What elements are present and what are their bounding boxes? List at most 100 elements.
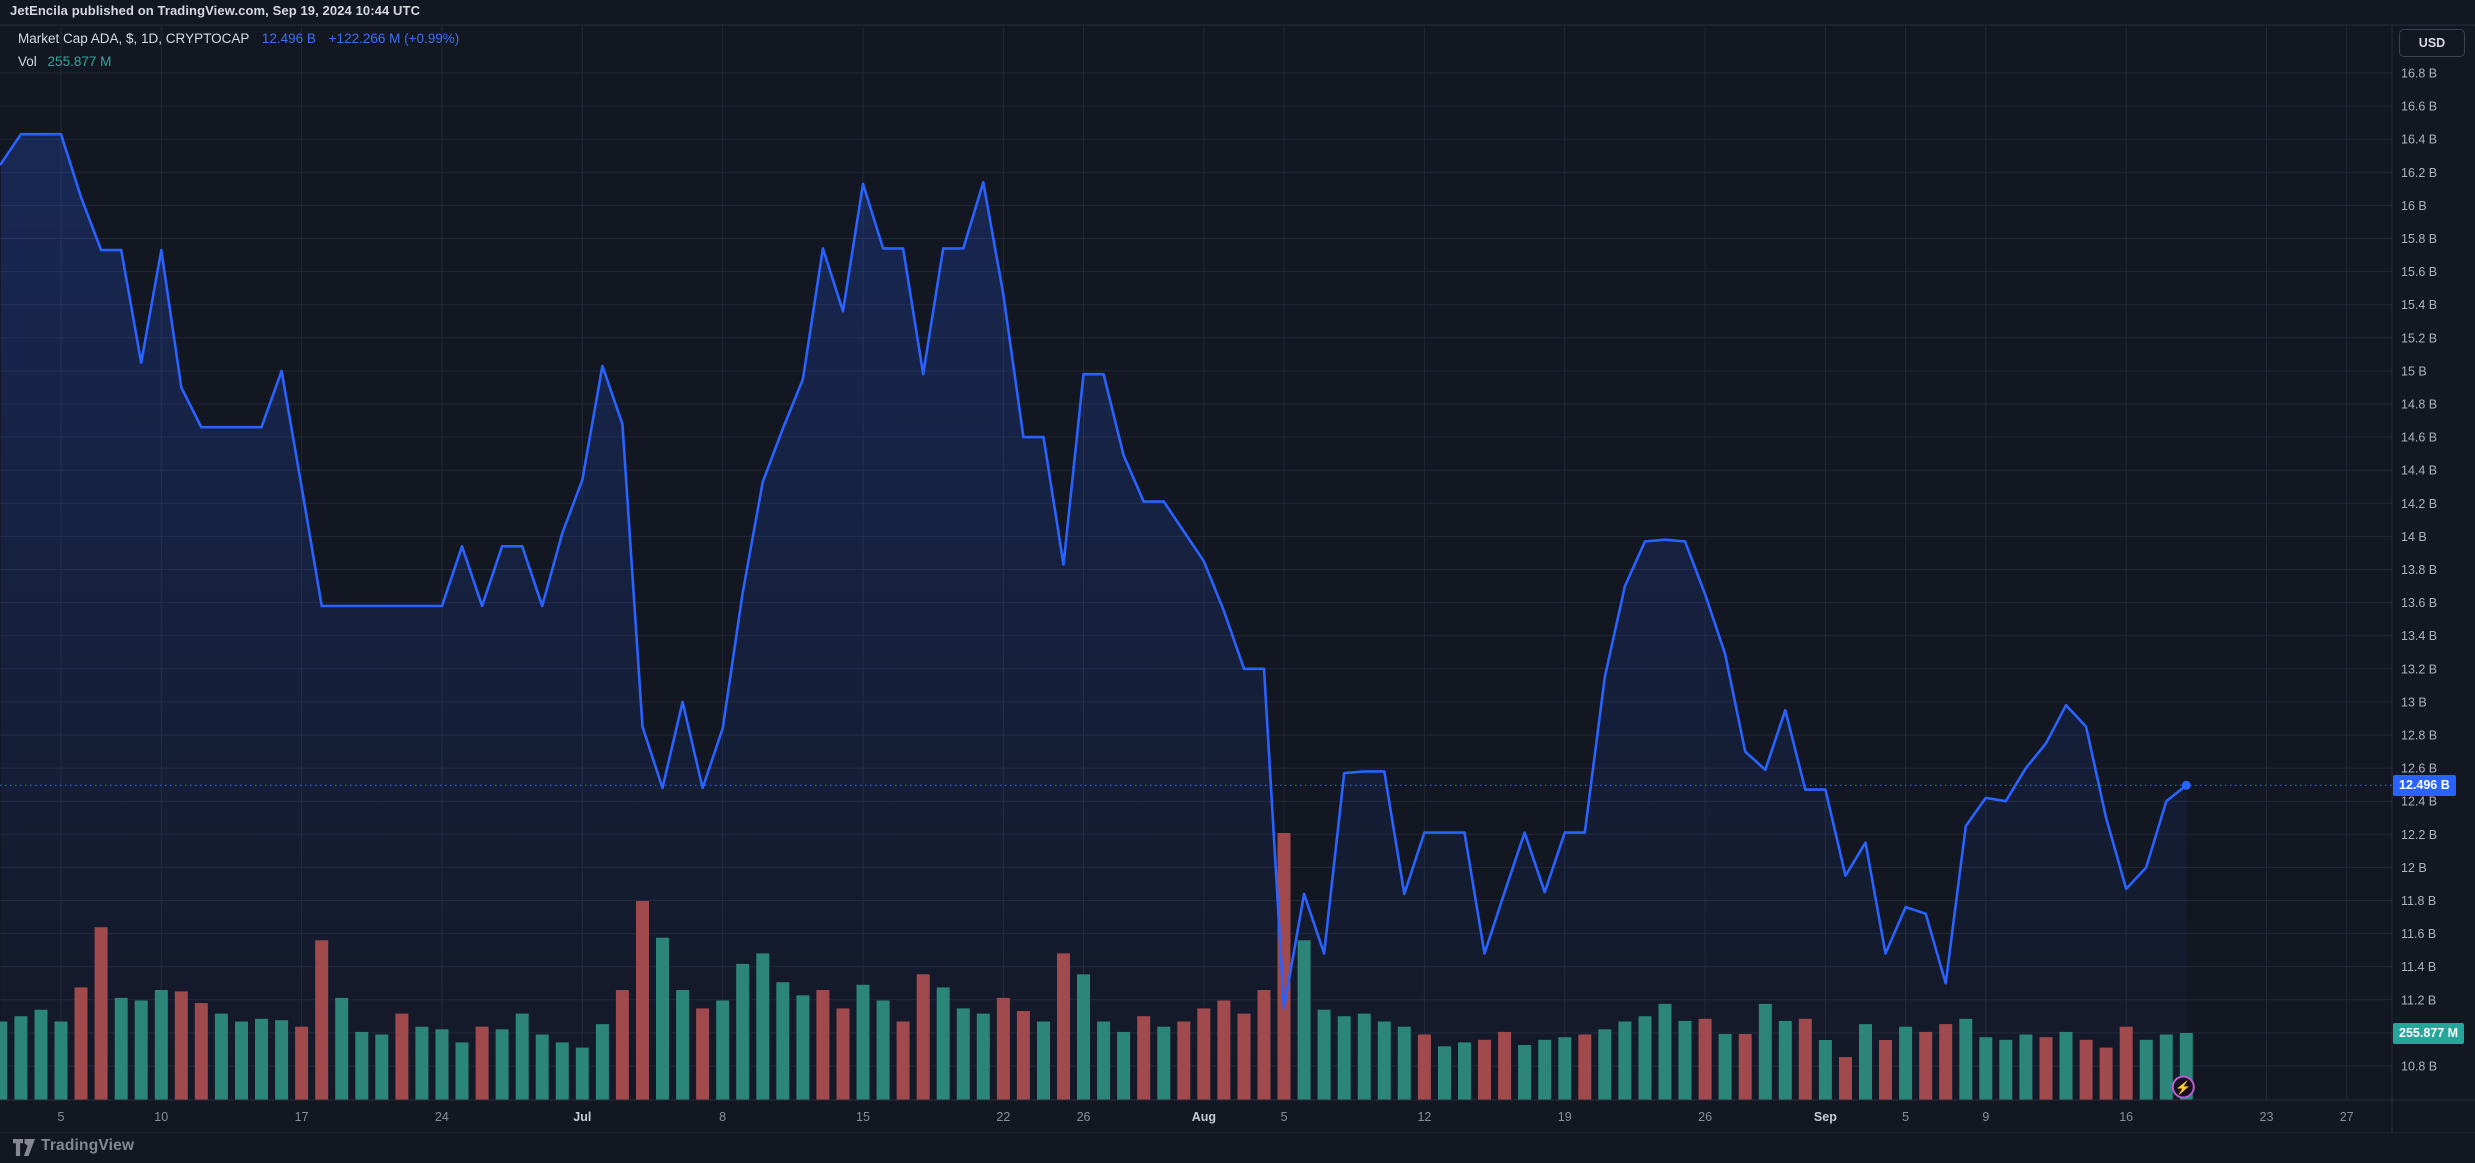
volume-bar (1678, 1020, 1692, 1100)
tradingview-logo-icon[interactable] (13, 1139, 35, 1156)
volume-bar (736, 963, 750, 1100)
volume-bar (1999, 1039, 2013, 1100)
volume-bar (1217, 1000, 1231, 1100)
volume-bar (956, 1008, 970, 1100)
volume-bar (1317, 1009, 1331, 1100)
volume-bar (555, 1042, 569, 1100)
volume-bar (114, 997, 128, 1100)
volume-bar (1798, 1018, 1812, 1100)
lightning-bolt-icon: ⚡ (2175, 1080, 2191, 1096)
y-tick-label: 10.8 B (2401, 1060, 2437, 1074)
volume-bar (154, 990, 168, 1100)
volume-bar (595, 1024, 609, 1100)
y-tick-label: 14.2 B (2401, 497, 2437, 511)
y-tick-label: 16.4 B (2401, 133, 2437, 147)
x-tick-label: 10 (154, 1110, 168, 1124)
price-line (0, 132, 2188, 1010)
volume-bar (1758, 1003, 1772, 1100)
volume-bar (174, 991, 188, 1100)
volume-bar (1939, 1024, 1953, 1100)
x-tick-label: 5 (58, 1110, 65, 1124)
boost-icon[interactable]: ⚡ (2171, 1075, 2195, 1099)
volume-bar (1738, 1034, 1752, 1100)
x-tick-label: 22 (996, 1110, 1010, 1124)
volume-bar (335, 997, 349, 1100)
x-tick-label: 26 (1077, 1110, 1091, 1124)
volume-bar (395, 1013, 409, 1100)
volume-bar (816, 990, 830, 1100)
volume-bar (94, 927, 108, 1100)
volume-bar (1959, 1018, 1973, 1100)
volume-bar (1498, 1031, 1512, 1100)
volume-bar (1397, 1026, 1411, 1100)
volume-bar (696, 1008, 710, 1100)
volume-bar (1718, 1034, 1732, 1100)
volume-bar (375, 1034, 389, 1100)
volume-bar (1478, 1039, 1491, 1100)
volume-bar (856, 984, 870, 1100)
y-tick-label: 13.6 B (2401, 596, 2437, 610)
volume-bar (996, 997, 1010, 1100)
volume-bar (756, 953, 770, 1100)
x-tick-label: Sep (1814, 1110, 1837, 1124)
volume-bar (1377, 1021, 1391, 1100)
y-tick-label: 14 B (2401, 530, 2427, 544)
volume-bar (1157, 1026, 1171, 1100)
last-price-badge: 12.496 B (2393, 775, 2456, 796)
y-tick-label: 13.2 B (2401, 662, 2437, 676)
volume-bar (1277, 833, 1291, 1100)
tradingview-logo-text[interactable]: TradingView (41, 1137, 135, 1154)
volume-bar (1578, 1034, 1592, 1100)
volume-bar (776, 982, 790, 1100)
y-tick-label: 12.2 B (2401, 828, 2437, 842)
volume-bar (1778, 1020, 1792, 1100)
volume-bar (676, 990, 690, 1100)
volume-bar (716, 1000, 730, 1100)
currency-button[interactable]: USD (2399, 29, 2465, 57)
volume-bar (1638, 1016, 1652, 1100)
volume-bars (0, 833, 2193, 1100)
y-tick-label: 15 B (2401, 364, 2427, 378)
volume-bar (1899, 1026, 1913, 1100)
volume-bar (876, 1000, 890, 1100)
volume-bar (1197, 1008, 1211, 1100)
volume-bar (194, 1003, 208, 1100)
x-tick-label: Jul (573, 1110, 591, 1124)
volume-bar (74, 987, 88, 1100)
last-volume-badge: 255.877 M (2393, 1023, 2465, 1044)
volume-bar (796, 995, 810, 1100)
publish-text: JetEncila published on TradingView.com, … (10, 3, 421, 18)
y-tick-label: 14.8 B (2401, 398, 2437, 412)
legend: Market Cap ADA, $, 1D, CRYPTOCAP 12.496 … (18, 27, 459, 73)
y-tick-label: 14.4 B (2401, 464, 2437, 478)
volume-label: Vol (18, 54, 37, 69)
volume-bar (656, 937, 669, 1100)
volume-bar (134, 1000, 148, 1100)
price-axis[interactable]: 16.8 B 16.6 B 16.4 B 16.2 B 16 B 15.8 B 15.6 B… (2401, 67, 2437, 1074)
x-tick-label: 8 (719, 1110, 726, 1124)
volume-bar (896, 1021, 910, 1100)
volume-bar (315, 940, 329, 1100)
volume-bar (54, 1021, 68, 1100)
volume-bar (1037, 1021, 1050, 1100)
volume-bar (936, 987, 950, 1100)
volume-bar (1057, 953, 1070, 1100)
volume-bar (1618, 1021, 1632, 1100)
volume-bar (1979, 1037, 1993, 1100)
symbol-title[interactable]: Market Cap ADA, $, 1D, CRYPTOCAP (18, 31, 250, 46)
y-tick-label: 14.6 B (2401, 431, 2437, 445)
x-tick-label: 27 (2340, 1110, 2354, 1124)
volume-bar (1237, 1013, 1251, 1100)
time-axis[interactable]: 5 10 17 24 Jul 8 15 22 26 Aug 5 12 19 26 Sep 5 9 16 23 27 (58, 1110, 2354, 1124)
volume-bar (1919, 1031, 1933, 1100)
volume-bar (916, 974, 930, 1100)
volume-bar (615, 990, 629, 1100)
volume-bar (515, 1013, 529, 1100)
volume-bar (14, 1016, 28, 1100)
volume-bar (2159, 1034, 2173, 1100)
y-tick-label: 16.8 B (2401, 67, 2437, 81)
volume-bar (2039, 1037, 2053, 1100)
volume-bar (1357, 1013, 1371, 1100)
volume-bar (295, 1026, 309, 1100)
